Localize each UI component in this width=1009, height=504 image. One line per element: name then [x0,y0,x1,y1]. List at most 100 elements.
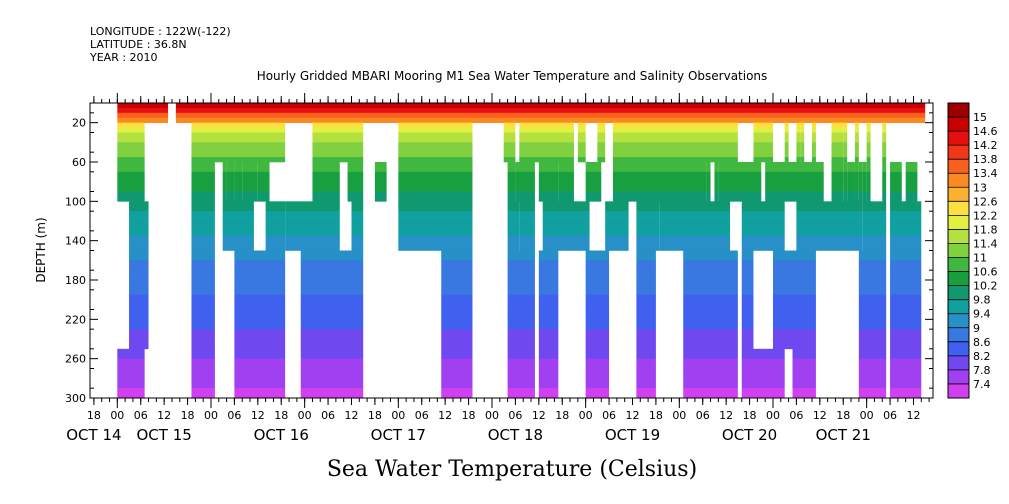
heatmap-cell [862,230,887,237]
colorbar: 1514.614.213.813.41312.612.211.811.41110… [947,102,998,399]
heatmap-cell [597,147,606,153]
x-axis: 18 00 06 12 18 00 06 12 18 00 06 12 18 00 06 12 18 00 06 12… [66,93,930,444]
heatmap-cell [558,196,574,202]
heatmap-cell [890,186,902,192]
heatmap-cell [792,383,816,389]
heatmap-cell [831,176,844,182]
heatmap-cell [538,275,559,281]
colorbar-label: 7.8 [973,364,991,377]
heatmap-cell [191,319,215,325]
heatmap-cell [741,235,785,241]
heatmap-cell [538,393,559,399]
heatmap-cell [222,162,227,168]
heatmap-cell [519,221,535,227]
heatmap-cell [242,196,258,202]
heatmap-cell [843,132,848,138]
heatmap-cell [636,221,660,227]
heatmap-cell [636,309,656,315]
heatmap-cell [507,314,535,320]
heatmap-cell [831,186,844,192]
heatmap-cell [347,166,364,173]
heatmap-cell [351,216,364,222]
heatmap-cell [858,255,887,261]
heatmap-cell [300,363,364,369]
heatmap-cell [741,250,754,256]
heatmap-cell [222,206,254,212]
heatmap-cell [234,171,243,178]
heatmap-cell [605,206,629,212]
heatmap-cell [558,186,574,192]
heatmap-cell [117,166,145,173]
heatmap-cell [538,176,559,182]
heatmap-cell [683,280,738,286]
heatmap-cell [659,225,731,232]
heatmap-cell [905,171,918,178]
heatmap-cell [612,147,738,153]
heatmap-cell [741,393,785,399]
heatmap-cell [441,280,473,286]
heatmap-cell [636,284,656,291]
heatmap-cell [718,181,762,187]
x-tick-label: 06 [321,409,335,422]
heatmap-cell [257,166,270,173]
heatmap-cell [636,201,660,207]
heatmap-cell [741,299,754,305]
heatmap-cell [129,314,149,320]
heatmap-cell [831,122,844,128]
heatmap-cell [847,191,855,197]
heatmap-cell [347,191,364,197]
y-axis-label: DEPTH (m) [34,217,48,282]
heatmap-cell [175,103,926,109]
heatmap-cell [636,294,656,300]
heatmap-cell [230,171,235,178]
heatmap-cell [117,157,145,163]
heatmap-cell [577,157,586,163]
heatmap-cell [882,186,887,192]
heatmap-cell [812,137,816,143]
heatmap-cell [659,235,731,241]
heatmap-cell [129,319,149,325]
heatmap-cell [234,378,286,384]
heatmap-cell [265,235,286,241]
heatmap-cell [191,348,215,355]
heatmap-cell [257,171,270,178]
heatmap-cell [538,181,559,187]
heatmap-cell [507,363,535,369]
heatmap-cell [117,388,145,394]
heatmap-cell [117,171,145,178]
heatmap-cell [636,378,656,384]
heatmap-cell [683,373,738,379]
heatmap-cell [741,334,754,340]
heatmap-cell [831,191,844,197]
heatmap-cell [374,186,387,192]
heatmap-cell [312,162,340,168]
heatmap-cell [854,137,859,143]
heatmap-cell [300,339,364,345]
heatmap-cell [129,221,149,227]
heatmap-cell [800,157,805,163]
heatmap-cell [538,353,559,359]
heatmap-cell [300,309,364,315]
heatmap-cell [191,142,286,148]
heatmap-cell [234,339,286,345]
heatmap-cell [285,240,340,246]
heatmap-cell [585,358,610,364]
heatmap-cell [312,152,364,158]
heatmap-cell [858,363,887,369]
heatmap-cell [300,284,364,291]
heatmap-cell [507,255,535,261]
heatmap-cell [585,171,602,178]
heatmap-cell [542,230,590,237]
heatmap-cell [741,289,754,296]
heatmap-cell [585,393,610,399]
heatmap-cell [507,299,535,305]
heatmap-cell [398,181,473,187]
heatmap-cell [515,186,535,192]
heatmap-cell [129,294,149,300]
heatmap-cell [191,152,286,158]
heatmap-cell [858,299,887,305]
heatmap-cell [191,162,215,168]
heatmap-cell [772,319,816,325]
colorbar-swatch [948,313,969,329]
colorbar-label: 9.4 [973,308,991,321]
